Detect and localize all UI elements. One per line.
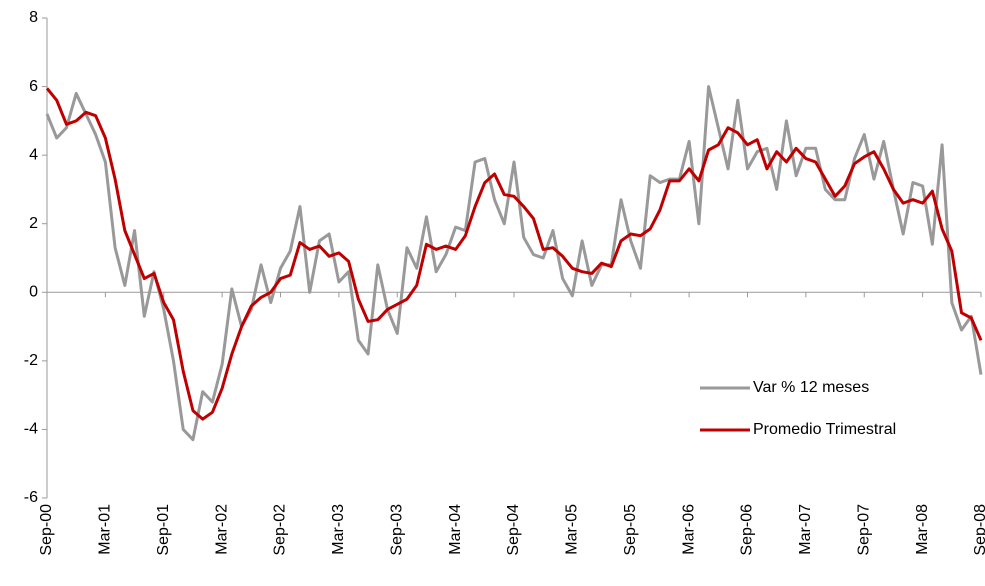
x-tick-label: Mar-04: [447, 504, 464, 555]
y-tick-label: 8: [29, 9, 38, 26]
y-tick-label: 4: [29, 146, 38, 163]
x-tick-label: Sep-05: [622, 504, 639, 556]
legend-label: Promedio Trimestral: [753, 421, 896, 438]
x-tick-label: Sep-00: [38, 504, 55, 556]
x-tick-label: Sep-02: [272, 504, 289, 556]
x-tick-label: Mar-03: [330, 504, 347, 555]
y-tick-label: -4: [24, 421, 38, 438]
x-tick-label: Mar-01: [97, 504, 114, 555]
x-tick-label: Mar-05: [564, 504, 581, 555]
x-tick-label: Sep-01: [155, 504, 172, 556]
series-line: [45, 87, 983, 421]
y-tick-label: -2: [24, 352, 38, 369]
x-tick-label: Sep-06: [739, 504, 756, 556]
x-tick-label: Mar-08: [914, 504, 931, 555]
series-line: [45, 85, 983, 442]
x-tick-label: Sep-03: [388, 504, 405, 556]
y-tick-label: 6: [29, 78, 38, 95]
x-tick-label: Mar-07: [797, 504, 814, 555]
y-tick-label: 0: [29, 284, 38, 301]
y-tick-label: -6: [24, 489, 38, 506]
x-tick-label: Mar-06: [680, 504, 697, 555]
x-tick-label: Sep-07: [855, 504, 872, 556]
y-tick-label: 2: [29, 215, 38, 232]
x-tick-label: Sep-04: [505, 504, 522, 556]
legend-label: Var % 12 meses: [753, 379, 869, 396]
x-tick-label: Sep-08: [972, 504, 985, 556]
x-tick-label: Mar-02: [213, 504, 230, 555]
